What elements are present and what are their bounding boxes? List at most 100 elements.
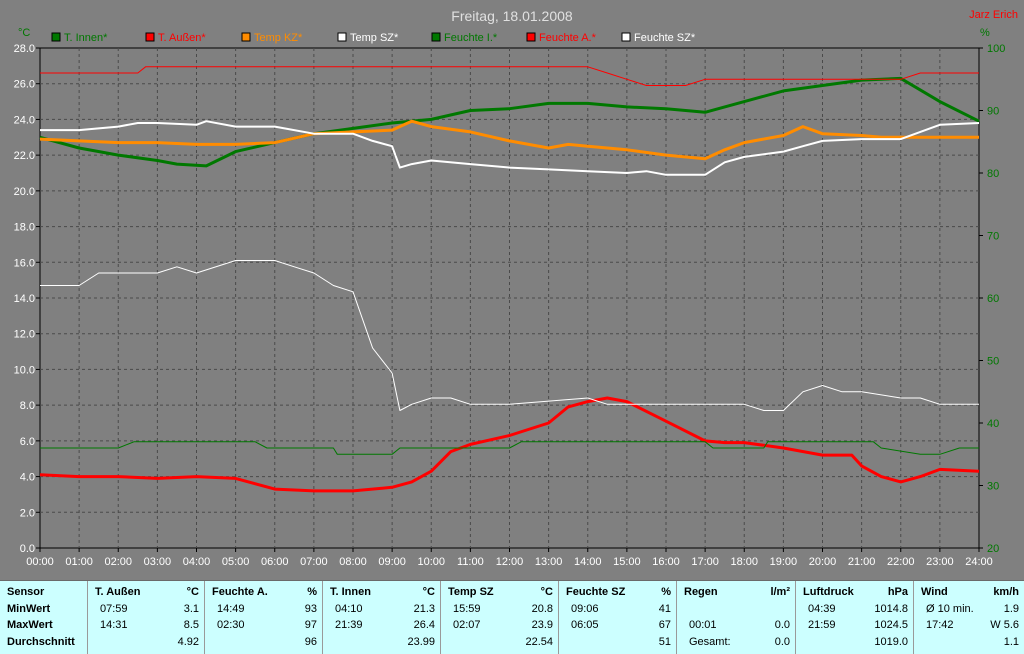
series-line [40, 441, 979, 455]
stats-unit: km/h [993, 586, 1019, 598]
legend-swatch [51, 32, 61, 42]
y-left-tick-label: 24.0 [14, 114, 35, 126]
x-tick-label: 20:00 [809, 556, 837, 568]
legend-label: T. Außen* [158, 32, 206, 44]
stats-value: 0.0 [774, 636, 790, 648]
y-left-tick-label: 20.0 [14, 186, 35, 198]
stats-time: 15:59 [453, 603, 481, 615]
stats-row-label: Durchschnitt [7, 636, 75, 648]
x-tick-label: 21:00 [848, 556, 876, 568]
y-left-tick-label: 8.0 [20, 400, 35, 412]
x-tick-label: 05:00 [222, 556, 250, 568]
statistics-table: Sensor MinWert MaxWert Durchschnitt T. Außen… [0, 580, 1024, 654]
y-right-tick-label: 70 [987, 231, 999, 243]
y-right-tick-label: 100 [987, 43, 1005, 55]
stats-column: T. Außen °C 07:59 3.1 14:31 8.5 4.92 [88, 581, 205, 654]
y-right-tick-label: 20 [987, 543, 999, 555]
x-tick-label: 13:00 [535, 556, 563, 568]
stats-row-label: MaxWert [7, 619, 53, 631]
grid-layer [39, 47, 980, 549]
y-left-tick-label: 2.0 [20, 507, 35, 519]
legend-swatch [621, 32, 631, 42]
x-tick-label: 24:00 [965, 556, 993, 568]
stats-value: W 5.6 [990, 619, 1019, 631]
stats-time: 17:42 [926, 619, 954, 631]
legend-label: Feuchte I.* [444, 32, 498, 44]
x-tick-label: 23:00 [926, 556, 954, 568]
legend-label: Temp SZ* [350, 32, 399, 44]
stats-value: 67 [658, 619, 671, 631]
y-right-tick-label: 30 [987, 481, 999, 493]
stats-unit: % [661, 586, 671, 598]
x-tick-label: 18:00 [730, 556, 758, 568]
y-right-tick-label: 90 [987, 106, 999, 118]
y-left-tick-label: 10.0 [14, 364, 35, 376]
legend-swatch [241, 32, 251, 42]
series-layer [39, 66, 980, 493]
stats-value: 21.3 [413, 603, 435, 615]
y-right-tick-label: 80 [987, 168, 999, 180]
series-line [39, 76, 980, 168]
legend-label: Temp KZ* [254, 32, 303, 44]
stats-value: 4.92 [177, 636, 199, 648]
legend-swatch [337, 32, 347, 42]
y-left-tick-label: 28.0 [14, 43, 35, 55]
series-line [40, 120, 980, 176]
stats-value: 41 [658, 603, 671, 615]
stats-header: Feuchte SZ [566, 586, 626, 598]
stats-time: Gesamt: [689, 636, 731, 648]
stats-header: Temp SZ [448, 586, 494, 598]
stats-time: 00:01 [689, 619, 717, 631]
y-left-tick-label: 4.0 [20, 472, 35, 484]
stats-unit: % [307, 586, 317, 598]
stats-value: 26.4 [413, 619, 435, 631]
y-left-tick-label: 6.0 [20, 436, 35, 448]
y-right-tick-label: 40 [987, 418, 999, 430]
stats-header: Regen [684, 586, 718, 598]
y-left-tick-label: 26.0 [14, 79, 35, 91]
x-tick-label: 19:00 [770, 556, 798, 568]
legend-label: T. Innen* [64, 32, 108, 44]
series-line [40, 66, 979, 86]
stats-value: 93 [304, 603, 317, 615]
stats-time: 09:06 [571, 603, 599, 615]
x-tick-label: 03:00 [144, 556, 172, 568]
stats-time: 06:05 [571, 619, 599, 631]
stats-header: Feuchte A. [212, 586, 268, 598]
stats-value: 22.54 [525, 636, 553, 648]
x-tick-label: 09:00 [378, 556, 406, 568]
stats-time: 04:39 [808, 603, 836, 615]
x-tick-label: 00:00 [26, 556, 54, 568]
stats-unit: °C [186, 586, 199, 598]
x-tick-label: 10:00 [417, 556, 445, 568]
y-left-tick-label: 22.0 [14, 150, 35, 162]
stats-value: 1.1 [1003, 636, 1019, 648]
stats-value: 96 [304, 636, 317, 648]
stats-value: 1.9 [1003, 603, 1019, 615]
weather-chart: 00:00 01:00 02:00 03:00 04:00 05:00 06:00 07:00… [14, 8, 1018, 568]
stats-column: Regen l/m² 00:01 0.0 Gesamt: 0.0 [677, 581, 796, 654]
stats-value: 23.9 [531, 619, 553, 631]
y-right-tick-label: 50 [987, 356, 999, 368]
stats-value: 8.5 [183, 619, 199, 631]
x-tick-label: 07:00 [300, 556, 328, 568]
y-right-tick-label: 60 [987, 293, 999, 305]
stats-header: Wind [921, 586, 948, 598]
stats-time: Ø 10 min. [926, 603, 974, 615]
series-line [40, 260, 979, 411]
stats-time: 02:30 [217, 619, 245, 631]
stats-time: 14:49 [217, 603, 245, 615]
axis-layer: 00:00 01:00 02:00 03:00 04:00 05:00 06:00 07:00… [14, 43, 1006, 568]
stats-row-label: MinWert [7, 603, 51, 615]
stats-time: 04:10 [335, 603, 363, 615]
y-left-tick-label: 18.0 [14, 222, 35, 234]
legend-swatch [526, 32, 536, 42]
x-tick-label: 12:00 [496, 556, 524, 568]
stats-column: Sensor MinWert MaxWert Durchschnitt [0, 581, 88, 654]
author-label: Jarz Erich [969, 9, 1018, 21]
x-tick-label: 14:00 [574, 556, 602, 568]
stats-value: 51 [658, 636, 671, 648]
stats-time: 02:07 [453, 619, 481, 631]
stats-time: 14:31 [100, 619, 128, 631]
x-tick-label: 04:00 [183, 556, 211, 568]
